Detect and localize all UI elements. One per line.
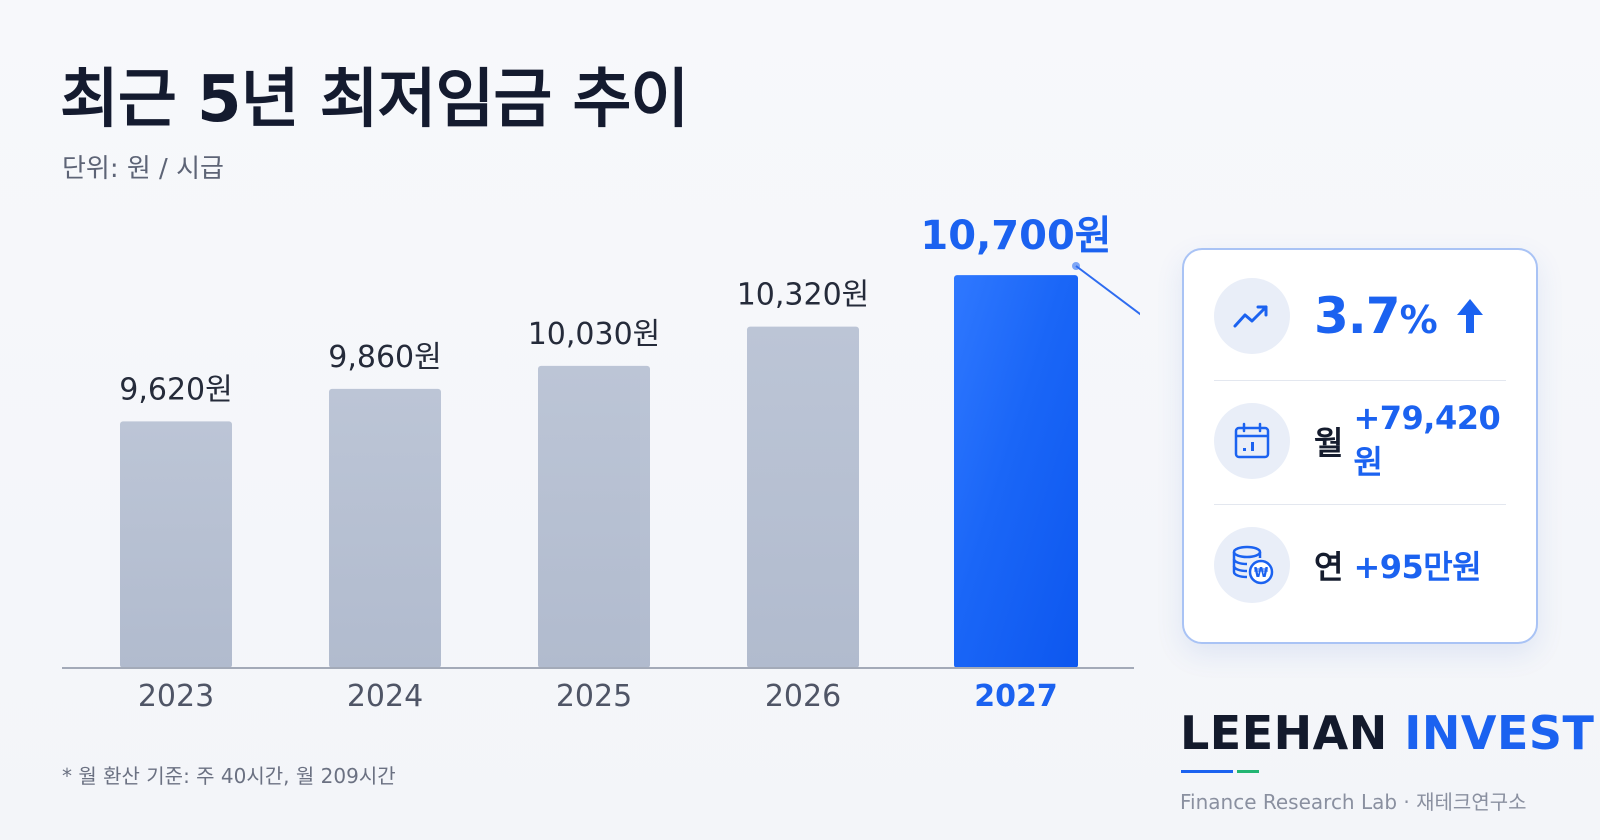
coins-won-icon: ₩ xyxy=(1214,526,1290,603)
trending-up-icon xyxy=(1214,278,1290,354)
x-tick-2024: 2024 xyxy=(347,679,423,714)
monthly-label: 월 xyxy=(1314,423,1344,462)
yearly-row: ₩ 연 +95만원 xyxy=(1214,504,1506,624)
brand-underline xyxy=(1181,770,1259,773)
callout-connector xyxy=(1072,262,1140,316)
growth-row: 3.7% xyxy=(1214,256,1506,376)
x-tick-2023: 2023 xyxy=(138,679,214,714)
x-tick-2026: 2026 xyxy=(765,679,841,714)
monthly-value: +79,420원 xyxy=(1353,398,1501,481)
value-label-2023: 9,620원 xyxy=(119,372,232,407)
value-label-2027: 10,700원 xyxy=(920,213,1111,259)
bar-2025 xyxy=(538,365,650,668)
growth-rate: 3.7% xyxy=(1314,287,1438,345)
value-label-2026: 10,320원 xyxy=(737,278,870,313)
yearly-label: 연 xyxy=(1314,547,1344,586)
brand-tagline: Finance Research Lab · 재테크연구소 xyxy=(1180,790,1527,814)
unit-label: 단위: 원 / 시급 xyxy=(62,154,224,184)
x-tick-2027: 2027 xyxy=(974,679,1058,714)
svg-text:₩: ₩ xyxy=(1254,566,1269,581)
arrow-up-icon xyxy=(1455,297,1485,335)
page-title: 최근 5년 최저임금 추이 xyxy=(60,63,689,137)
bar-2026 xyxy=(747,326,859,668)
bar-2027 xyxy=(954,275,1078,668)
footnote: * 월 환산 기준: 주 40시간, 월 209시간 xyxy=(62,764,396,788)
calendar-icon xyxy=(1214,402,1290,479)
yearly-value: +95만원 xyxy=(1353,547,1482,586)
bar-2024 xyxy=(329,388,441,668)
value-label-2024: 9,860원 xyxy=(328,340,441,375)
summary-panel: 3.7% 월 +79,420원 xyxy=(1182,248,1538,644)
x-tick-2025: 2025 xyxy=(556,679,632,714)
brand-logo: LEEHAN INVEST xyxy=(1180,706,1595,760)
value-label-2025: 10,030원 xyxy=(528,317,661,352)
monthly-row: 월 +79,420원 xyxy=(1214,380,1506,500)
bar-chart: 9,620원 2023 9,860원 2024 10,030원 2025 10,320원 20… xyxy=(62,213,1140,714)
bar-2023 xyxy=(120,421,232,668)
